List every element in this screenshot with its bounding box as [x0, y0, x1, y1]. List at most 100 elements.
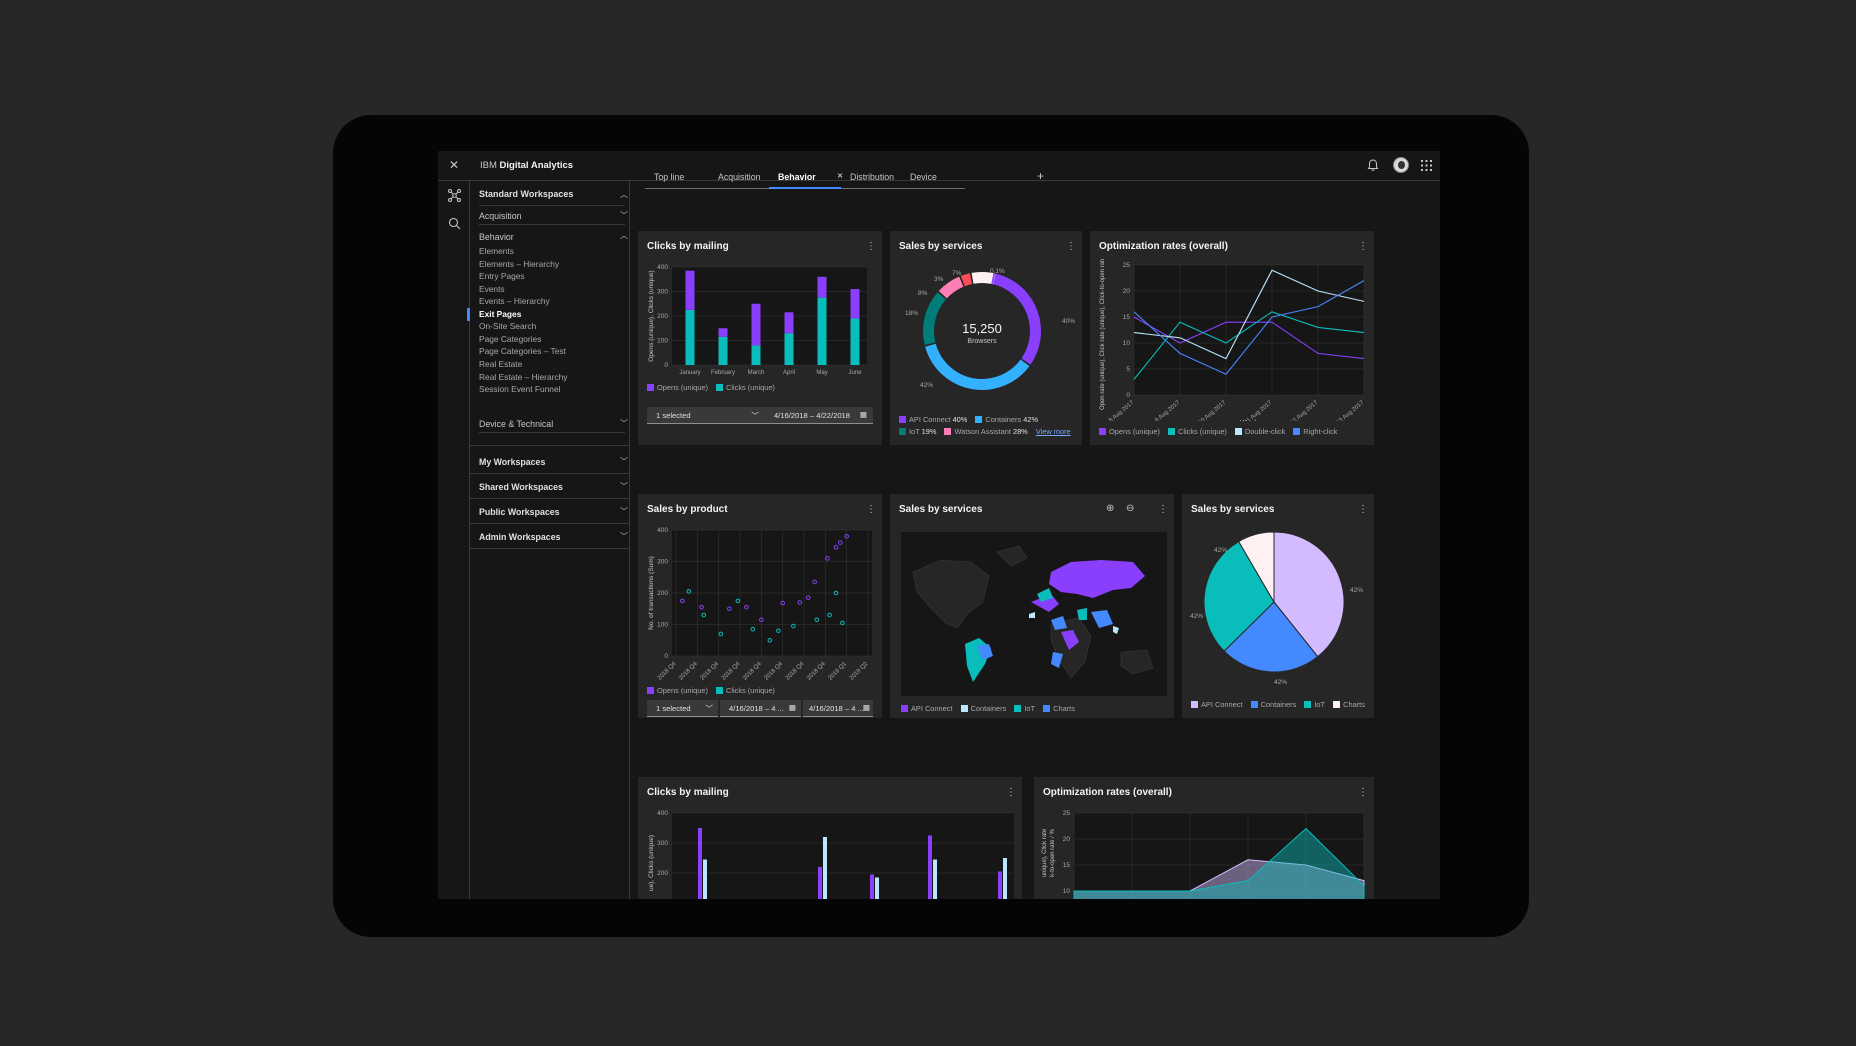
overflow-menu-icon[interactable]: ⋮ [1358, 787, 1368, 798]
bar [818, 867, 822, 899]
sidebar-behavior[interactable]: Behavior [479, 232, 514, 242]
chevron-down-icon[interactable]: ﹀ [620, 507, 628, 516]
bar [718, 328, 728, 337]
divider [479, 224, 625, 225]
overflow-menu-icon[interactable]: ⋮ [1358, 241, 1368, 252]
scatter-point [718, 631, 724, 637]
bar [718, 336, 728, 365]
legend-item: IoT [1014, 704, 1035, 713]
card-title: Sales by services [899, 241, 983, 252]
overflow-menu-icon[interactable]: ⋮ [866, 504, 876, 515]
close-tab-icon[interactable]: ✕ [837, 173, 843, 180]
iot-region [1037, 588, 1053, 602]
legend-swatch [899, 416, 906, 423]
close-icon[interactable]: ✕ [449, 158, 460, 172]
chevron-down-icon[interactable]: ﹀ [620, 457, 628, 466]
zoom-out-icon[interactable]: ⊖ [1126, 503, 1135, 514]
sidebar-item[interactable]: Entry Pages [479, 271, 525, 282]
tab[interactable]: Acquisition [709, 171, 769, 189]
bar [823, 837, 827, 899]
scatter-point [780, 600, 785, 606]
series-select[interactable]: 1 selected ﹀ [647, 407, 765, 424]
date-field-end[interactable]: 4/16/2018 – 4 ... ▦ [803, 700, 873, 717]
y-axis-label: ue), Clicks (unique) [648, 835, 655, 891]
sidebar-item[interactable]: Page Categories [479, 333, 542, 344]
y-tick-label: 200 [657, 870, 668, 877]
donut-chart: 40% 42% 18% 8% 3% 7% 0.1% 15,250 Browsers [905, 268, 1075, 390]
sidebar-item[interactable]: Real Estate – Hierarchy [479, 371, 568, 382]
card-optimization-rates-2: Optimization rates (overall) ⋮ 10 15 20 25 u… [1034, 777, 1374, 899]
series-select[interactable]: 1 selected ﹀ [647, 700, 718, 717]
y-axis-label: No. of transactions (Sum) [648, 556, 655, 630]
sidebar-item[interactable]: Elements [479, 246, 514, 256]
chart-legend: API Connect Containers IoT Charts [1191, 700, 1371, 709]
sidebar-group[interactable]: Shared Workspaces [479, 482, 563, 492]
view-more-link[interactable]: View more [1035, 427, 1071, 436]
sidebar-item[interactable]: Real Estate [479, 358, 523, 369]
bar [870, 874, 874, 899]
date-range-field[interactable]: 4/16/2018 – 4/22/2018 ▦ [765, 407, 873, 424]
scatter-point [797, 600, 803, 605]
slice-label: 7% [952, 270, 962, 277]
slice-label: 42% [1190, 613, 1203, 620]
bar [817, 276, 827, 298]
line-chart: 0 5 10 15 20 25 8 Aug 2017 9 Aug 2017 10 Aug 201… [1100, 259, 1366, 421]
overflow-menu-icon[interactable]: ⋮ [1066, 241, 1076, 252]
sidebar-item[interactable]: Exit Pages [479, 308, 522, 319]
containers-region [1029, 612, 1035, 618]
chevron-down-icon[interactable]: ﹀ [620, 482, 628, 491]
app-grid-icon[interactable] [1421, 160, 1432, 171]
center-value: 15,250 [962, 321, 1002, 336]
y-tick-label: 100 [657, 622, 668, 629]
donut-slice [984, 272, 1041, 365]
card-title: Sales by services [1191, 504, 1275, 515]
avatar[interactable] [1393, 157, 1409, 173]
sidebar-standard-workspaces[interactable]: Standard Workspaces [479, 189, 574, 199]
search-icon[interactable] [448, 217, 461, 230]
sidebar-item[interactable]: On-Site Search [479, 321, 537, 332]
chevron-up-icon[interactable]: ︿ [620, 231, 628, 240]
overflow-menu-icon[interactable]: ⋮ [1358, 504, 1368, 515]
add-tab-icon[interactable]: + [1037, 169, 1045, 183]
zoom-in-icon[interactable]: ⊕ [1106, 503, 1115, 514]
sidebar-item[interactable]: Page Categories – Test [479, 346, 566, 357]
tab[interactable]: Distribution [841, 171, 901, 189]
chevron-down-icon[interactable]: ﹀ [620, 419, 628, 428]
sidebar-group[interactable]: Admin Workspaces [479, 532, 561, 542]
australia-shape [1120, 649, 1154, 675]
legend-item: Charts [1333, 700, 1365, 709]
chevron-down-icon[interactable]: ﹀ [620, 211, 628, 220]
date-field-start[interactable]: 4/16/2018 – 4 ... ▦ [720, 700, 801, 717]
pie-slice [1203, 540, 1275, 652]
sidebar-item[interactable]: Events [479, 283, 505, 294]
sidebar-item[interactable]: Session Event Funnel [479, 384, 561, 395]
sidebar-acquisition[interactable]: Acquisition [479, 211, 522, 221]
overflow-menu-icon[interactable]: ⋮ [1006, 787, 1016, 798]
chevron-up-icon[interactable]: ︿ [620, 190, 628, 199]
scatter-point [791, 623, 796, 629]
tab[interactable]: Device [901, 171, 965, 189]
sidebar-item[interactable]: Events – Hierarchy [479, 296, 550, 307]
series-line [1133, 316, 1365, 360]
overflow-menu-icon[interactable]: ⋮ [1158, 504, 1168, 515]
charts-region [1051, 652, 1063, 668]
legend-item: Containers 42% [975, 415, 1038, 424]
brand-prefix: IBM [480, 160, 497, 171]
tab[interactable]: Behavior ✕ [769, 171, 843, 189]
donut-slice [923, 292, 946, 346]
sidebar-device-technical[interactable]: Device & Technical [479, 419, 554, 429]
scatter-point [827, 612, 832, 618]
legend-swatch [1043, 705, 1051, 712]
bell-icon[interactable] [1366, 158, 1380, 172]
tab-label: Device [910, 172, 937, 182]
sidebar-group[interactable]: My Workspaces [479, 457, 546, 467]
chevron-down-icon[interactable]: ﹀ [620, 532, 628, 541]
overflow-menu-icon[interactable]: ⋮ [866, 241, 876, 252]
x-tick-label: 2018 Q4 [764, 661, 785, 682]
sidebar-item[interactable]: Elements – Hierarchy [479, 258, 560, 269]
tab[interactable]: Top line [645, 171, 709, 189]
sidebar-group[interactable]: Public Workspaces [479, 507, 560, 517]
workspaces-icon[interactable] [448, 189, 461, 202]
divider [470, 498, 630, 499]
